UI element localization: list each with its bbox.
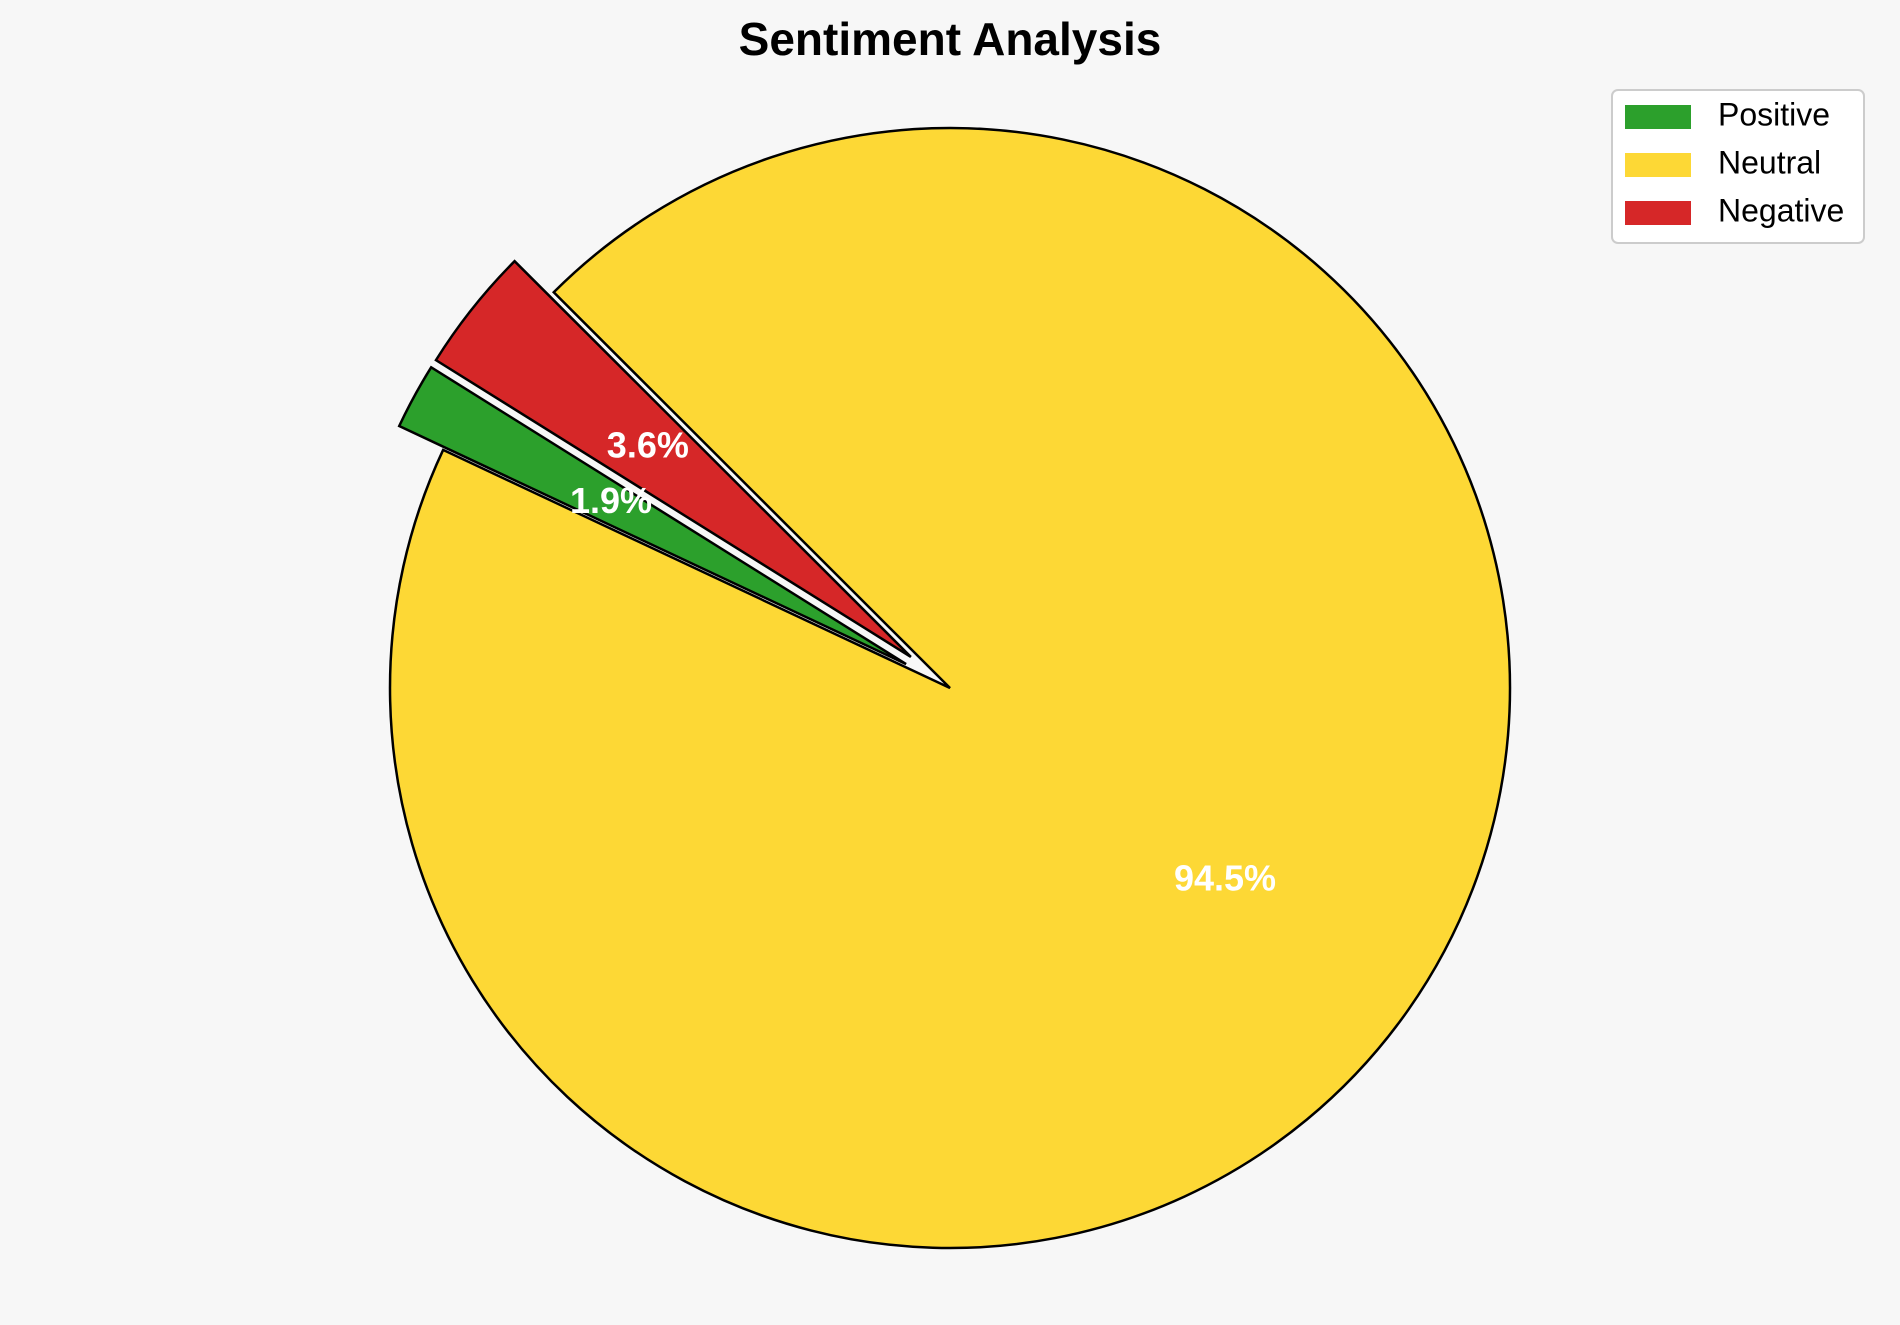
pie-slice-neutral (388, 126, 1512, 1250)
pie-label-positive: 1.9% (570, 480, 652, 521)
pie-slices (388, 126, 1512, 1250)
legend-swatch-negative (1625, 201, 1691, 225)
legend-label-neutral: Neutral (1718, 144, 1821, 180)
legend-swatch-positive (1625, 105, 1691, 129)
pie-label-neutral: 94.5% (1174, 858, 1276, 899)
legend-label-positive: Positive (1718, 96, 1830, 132)
legend-swatch-neutral (1625, 153, 1691, 177)
pie-percentage-labels: 1.9% 94.5% 3.6% (570, 424, 1276, 898)
legend-items: Positive Neutral Negative (1625, 96, 1844, 228)
pie-slice-negative (434, 259, 912, 658)
chart-legend: Positive Neutral Negative (1611, 89, 1865, 244)
pie-label-negative: 3.6% (607, 424, 689, 465)
chart-title: Sentiment Analysis (739, 13, 1162, 65)
pie-slice-positive (397, 365, 907, 666)
legend-label-negative: Negative (1718, 192, 1844, 228)
